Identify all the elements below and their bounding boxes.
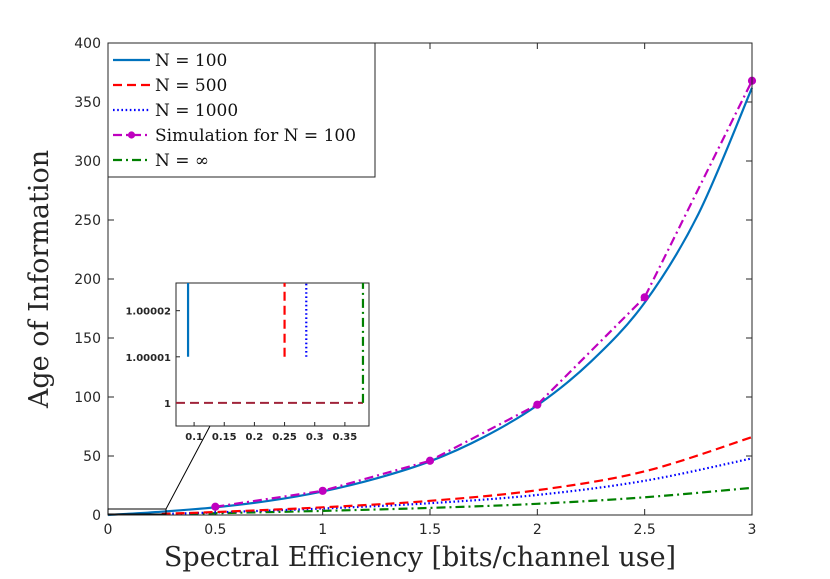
x-tick-label: 0 bbox=[104, 522, 113, 538]
legend-label: Simulation for N = 100 bbox=[155, 126, 356, 146]
legend-label: N = 1000 bbox=[155, 101, 238, 121]
y-tick-label: 250 bbox=[74, 213, 101, 229]
inset-axes: 0.1 0.15 0.2 0.25 0.3 0.35 1 1.00001 1.00002 bbox=[125, 307, 357, 443]
y-tick-label: 400 bbox=[74, 36, 101, 52]
series-line-n-500 bbox=[161, 436, 753, 515]
y-tick-label: 0 bbox=[92, 508, 101, 524]
inset-frame bbox=[175, 282, 370, 427]
x-tick-label: 2.5 bbox=[634, 522, 656, 538]
inset-x-tick-label: 0.25 bbox=[272, 432, 297, 443]
legend-label: N = 500 bbox=[155, 76, 227, 96]
inset-y-tick-label: 1 bbox=[164, 399, 171, 410]
inset-x-tick-label: 0.15 bbox=[212, 432, 237, 443]
inset-y-tick-label: 1.00002 bbox=[125, 307, 171, 318]
legend-item-n-inf: N = ∞ bbox=[113, 151, 209, 171]
main-series-group bbox=[107, 76, 757, 517]
legend: N = 100 N = 500 N = 1000 Simulation for N =… bbox=[107, 42, 376, 178]
x-tick-label: 3 bbox=[748, 522, 757, 538]
x-tick-label: 0.5 bbox=[204, 522, 226, 538]
legend-label: N = 100 bbox=[155, 51, 227, 71]
series-line-n-1000 bbox=[168, 457, 753, 515]
inset-x-tick-label: 0.35 bbox=[333, 432, 358, 443]
inset-x-tick-label: 0.2 bbox=[246, 432, 264, 443]
simulation-point bbox=[211, 502, 220, 511]
inset-series-group bbox=[176, 283, 365, 404]
y-tick-label: 350 bbox=[74, 95, 101, 111]
y-tick-label: 150 bbox=[74, 331, 101, 347]
simulation-point bbox=[425, 456, 435, 465]
simulation-point bbox=[318, 486, 327, 495]
y-tick-label: 50 bbox=[83, 449, 101, 465]
legend-marker bbox=[127, 131, 136, 139]
x-tick-label: 2 bbox=[533, 522, 542, 538]
legend-item-n-1000: N = 1000 bbox=[113, 101, 238, 121]
plot-frame bbox=[107, 42, 753, 516]
inset-x-tick-label: 0.3 bbox=[306, 432, 324, 443]
zoom-region-box bbox=[107, 508, 167, 515]
legend-item-n-500: N = 500 bbox=[113, 76, 227, 96]
y-tick-label: 200 bbox=[74, 272, 101, 288]
y-tick-label: 300 bbox=[74, 154, 101, 170]
inset-x-tick-label: 0.1 bbox=[185, 432, 203, 443]
simulation-point bbox=[533, 400, 542, 409]
zoom-connector-line bbox=[165, 425, 211, 510]
legend-box bbox=[107, 42, 376, 178]
y-tick-label: 100 bbox=[74, 390, 101, 406]
legend-label: N = ∞ bbox=[155, 151, 209, 171]
series-line-simulation-for-n-100 bbox=[215, 80, 753, 508]
y-axis-label: Age of Information bbox=[24, 150, 55, 409]
x-tick-label: 1.5 bbox=[419, 522, 441, 538]
simulation-point bbox=[640, 293, 649, 302]
inset-y-tick-label: 1.00001 bbox=[125, 353, 171, 364]
legend-item-n-100: N = 100 bbox=[113, 51, 227, 71]
x-axis-label: Spectral Efficiency [bits/channel use] bbox=[164, 542, 676, 573]
legend-item-simulation-for-n-100: Simulation for N = 100 bbox=[113, 126, 356, 146]
x-tick-label: 1 bbox=[318, 522, 327, 538]
